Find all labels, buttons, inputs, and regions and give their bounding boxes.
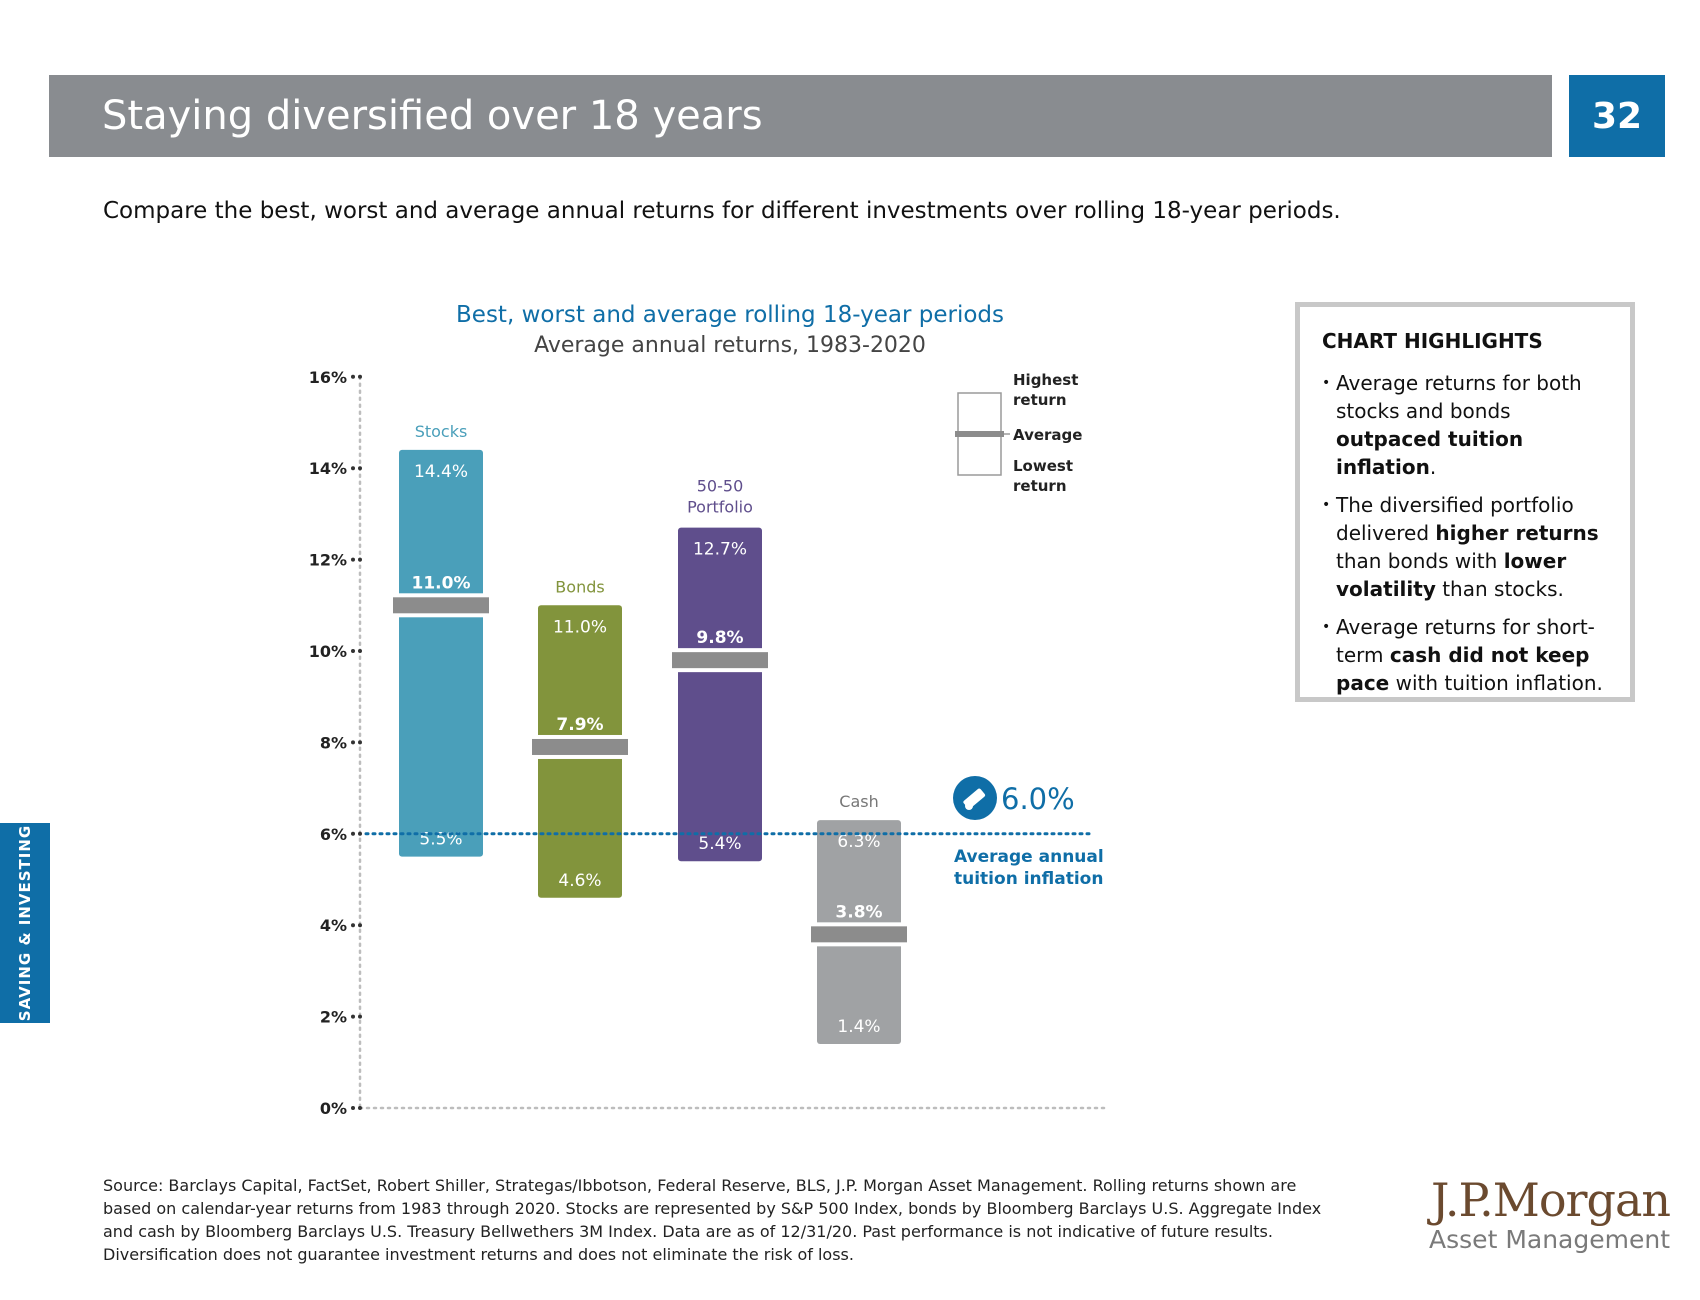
- highlight-text: Average returns for both stocks and bond…: [1336, 371, 1582, 423]
- y-tick-dot: [351, 466, 355, 471]
- y-tick-dot: [351, 740, 355, 745]
- legend-box: [957, 392, 1002, 476]
- y-tick-dot: [351, 923, 355, 928]
- y-tick-dot: [358, 374, 362, 379]
- highlights-title: CHART HIGHLIGHTS: [1322, 329, 1543, 353]
- legend-lowest-label: return: [1013, 477, 1067, 495]
- average-value-label: 7.9%: [556, 715, 603, 735]
- average-value-label: 9.8%: [696, 628, 743, 648]
- y-tick-dot: [358, 831, 362, 836]
- highlight-text: than bonds with: [1336, 549, 1504, 573]
- y-tick-dot: [351, 831, 355, 836]
- series-name-label: 50-50: [697, 477, 744, 496]
- y-tick-label: 10%: [309, 642, 347, 661]
- series-name-label: Portfolio: [687, 498, 753, 517]
- y-tick-dot: [358, 466, 362, 471]
- highlight-text: .: [1429, 455, 1437, 479]
- chart-subtitle: Average annual returns, 1983-2020: [534, 333, 926, 358]
- series-name-label: Stocks: [415, 422, 468, 441]
- y-tick-dot: [351, 1106, 355, 1110]
- page-number: 32: [1569, 75, 1665, 157]
- y-tick-dot: [358, 1106, 362, 1110]
- highlight-text: The diversified portfolio delivered: [1336, 493, 1574, 545]
- page-title-bar: Staying diversified over 18 years: [49, 75, 1552, 157]
- legend-lowest-label: Lowest: [1013, 457, 1073, 475]
- average-marker: [811, 926, 907, 943]
- average-marker: [672, 652, 768, 669]
- y-tick-label: 0%: [320, 1099, 347, 1118]
- average-value-label: 11.0%: [412, 573, 471, 593]
- highlight-text: with tuition inflation.: [1389, 671, 1603, 695]
- highlight-bold: higher returns: [1435, 521, 1599, 545]
- average-value-label: 3.8%: [835, 902, 882, 922]
- chart-title: Best, worst and average rolling 18-year …: [456, 302, 1004, 328]
- high-value-label: 12.7%: [693, 540, 747, 560]
- highlight-bold: lower volatility: [1336, 549, 1567, 601]
- diploma-icon-seal: [965, 802, 973, 810]
- y-tick-dot: [351, 649, 355, 653]
- y-tick-label: 4%: [320, 916, 347, 935]
- intro-text: Compare the best, worst and average annu…: [103, 198, 1341, 224]
- y-tick-label: 8%: [320, 733, 347, 752]
- y-tick-label: 6%: [320, 825, 347, 844]
- legend-highest-label: return: [1013, 391, 1067, 409]
- jpmorgan-logo: J.P.Morgan Asset Management: [1410, 1173, 1671, 1265]
- legend-average-label: Average: [1013, 426, 1082, 444]
- high-value-label: 11.0%: [553, 617, 607, 637]
- highlight-text: Average returns for short-term: [1336, 615, 1595, 667]
- logo-subtitle: Asset Management: [1429, 1225, 1670, 1254]
- highlight-item: The diversified portfolio delivered high…: [1322, 491, 1610, 603]
- y-tick-dot: [358, 740, 362, 745]
- low-value-label: 4.6%: [558, 871, 601, 891]
- y-tick-label: 2%: [320, 1008, 347, 1027]
- y-tick-dot: [351, 1014, 355, 1019]
- low-value-label: 1.4%: [837, 1017, 880, 1037]
- y-tick-dot: [351, 374, 355, 379]
- highlight-bold: cash did not keep pace: [1336, 643, 1590, 695]
- y-tick-dot: [358, 557, 362, 562]
- low-value-label: 5.4%: [698, 834, 741, 854]
- y-tick-label: 12%: [309, 551, 347, 570]
- bar-portfolio: [678, 527, 762, 862]
- series-name-label: Cash: [839, 792, 878, 811]
- y-axis: 0% 2% 4% 6% 8% 10% 12% 14% 16%: [309, 368, 1107, 1118]
- y-tick-label: 14%: [309, 459, 347, 478]
- inflation-label: Average annual: [954, 847, 1104, 867]
- chart-highlights-box: CHART HIGHLIGHTS Average returns for bot…: [1295, 302, 1635, 702]
- highlight-text: than stocks.: [1435, 577, 1564, 601]
- y-tick-dot: [358, 923, 362, 928]
- y-tick-dot: [358, 1014, 362, 1019]
- y-tick-label: 16%: [309, 368, 347, 387]
- inflation-label: tuition inflation: [954, 869, 1103, 889]
- series-name-label: Bonds: [555, 577, 604, 596]
- average-marker: [393, 597, 489, 614]
- high-value-label: 14.4%: [414, 462, 468, 482]
- highlight-item: Average returns for both stocks and bond…: [1322, 369, 1610, 481]
- y-tick-dot: [351, 557, 355, 562]
- section-side-tab: SAVING & INVESTING: [0, 823, 50, 1023]
- source-footnote: Source: Barclays Capital, FactSet, Rober…: [103, 1176, 1322, 1264]
- inflation-value-label: 6.0%: [1001, 782, 1075, 816]
- y-tick-dot: [358, 649, 362, 653]
- average-marker: [532, 738, 628, 755]
- legend-average-marker: [955, 431, 1004, 437]
- page-title: Staying diversified over 18 years: [102, 93, 763, 139]
- chart-legend: Highest return Average Lowest return: [955, 371, 1082, 495]
- logo-name: J.P.Morgan: [1430, 1173, 1671, 1227]
- bars-group: 14.4%11.0%5.5%Stocks11.0%7.9%4.6%Bonds12…: [393, 422, 907, 1045]
- highlight-item: Average returns for short-term cash did …: [1322, 613, 1610, 697]
- legend-highest-label: Highest: [1013, 371, 1078, 389]
- high-value-label: 6.3%: [837, 832, 880, 852]
- bar-stocks: [399, 449, 483, 857]
- highlight-bold: outpaced tuition inflation: [1336, 427, 1524, 479]
